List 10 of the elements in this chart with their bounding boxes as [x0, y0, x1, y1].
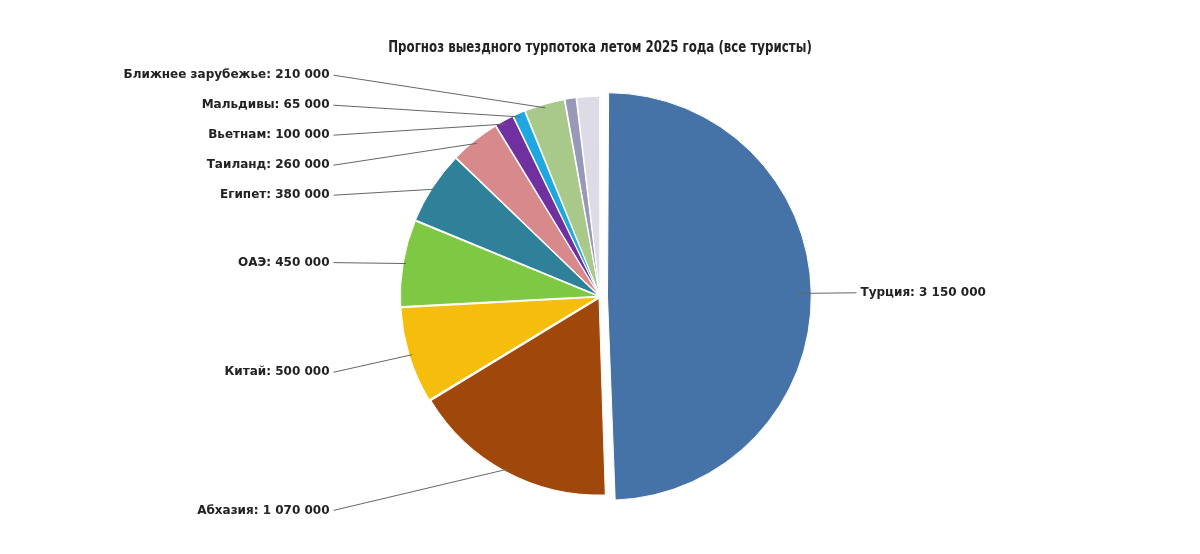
slice-label: Таиланд: 260 000	[206, 157, 330, 172]
slice-label: Ближнее зарубежье: 210 000	[123, 67, 330, 82]
slice-label: Абхазия: 1 070 000	[197, 502, 330, 517]
slice-label: Мальдивы: 65 000	[201, 97, 330, 112]
slice-label: Вьетнам: 100 000	[208, 127, 330, 142]
slice-label: Китай: 500 000	[224, 364, 330, 379]
slice-label: Турция: 3 150 000	[860, 284, 986, 299]
chart-title: Прогноз выездного турпотока летом 2025 года (все туристы)	[388, 36, 812, 56]
slice-label: Египет: 380 000	[219, 187, 330, 202]
slice-label: ОАЭ: 450 000	[237, 254, 330, 269]
